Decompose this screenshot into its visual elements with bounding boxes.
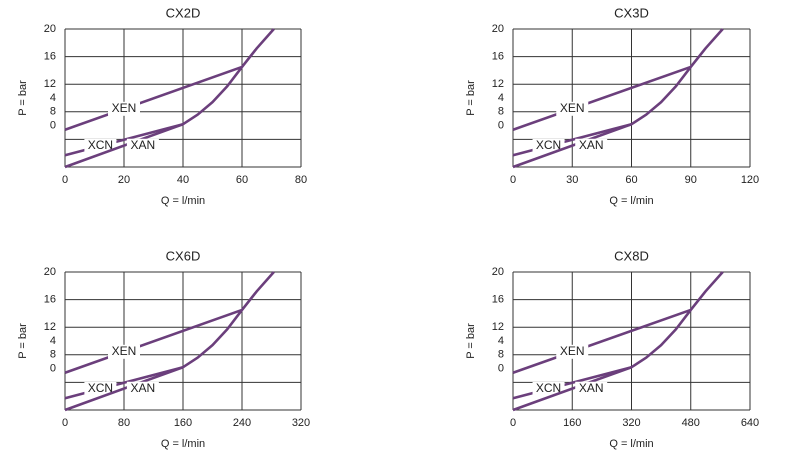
x-axis-label: Q = l/min <box>161 438 205 450</box>
x-tick-label: 0 <box>510 174 516 186</box>
label-bg <box>532 381 565 396</box>
label-bg <box>108 344 140 359</box>
label-bg <box>126 381 159 396</box>
curve-label: XEN <box>112 101 137 115</box>
y-tick-label: 20 <box>492 266 504 278</box>
x-tick-label: 0 <box>62 174 68 186</box>
x-tick-label: 60 <box>625 174 637 186</box>
y-tick-label: 0 <box>50 363 56 375</box>
y-axis-label: P = bar <box>465 323 477 359</box>
y-tick-label: 16 <box>44 51 56 63</box>
x-tick-label: 80 <box>118 417 130 429</box>
y-tick-label: 8 <box>498 349 504 361</box>
x-tick-label: 240 <box>233 417 251 429</box>
x-tick-label: 90 <box>685 174 697 186</box>
y-tick-label: 0 <box>498 120 504 132</box>
y-axis-label: P = bar <box>17 323 29 359</box>
y-tick-label: 0 <box>498 363 504 375</box>
y-tick-label: 4 <box>50 92 56 104</box>
y-tick-label: 12 <box>44 78 56 90</box>
y-tick-label: 8 <box>50 106 56 118</box>
curve-label: XAN <box>131 138 156 152</box>
x-tick-label: 30 <box>566 174 578 186</box>
label-bg <box>532 138 565 153</box>
curve-label: XCN <box>88 138 113 152</box>
label-bg <box>575 138 608 153</box>
y-tick-label: 0 <box>50 120 56 132</box>
x-tick-label: 0 <box>62 417 68 429</box>
chart-title: CX3D <box>614 5 649 20</box>
x-tick-label: 80 <box>295 174 307 186</box>
y-tick-label: 20 <box>44 23 56 35</box>
x-tick-label: 320 <box>622 417 640 429</box>
y-axis-label: P = bar <box>465 80 477 116</box>
curve <box>512 271 724 412</box>
y-tick-label: 4 <box>498 92 504 104</box>
x-tick-label: 0 <box>510 417 516 429</box>
x-tick-label: 20 <box>118 174 130 186</box>
label-bg <box>575 381 608 396</box>
curve-label: XCN <box>536 138 561 152</box>
y-tick-label: 8 <box>50 349 56 361</box>
curve-label: XEN <box>560 344 585 358</box>
x-tick-label: 120 <box>741 174 759 186</box>
y-axis-label: P = bar <box>17 80 29 116</box>
curve-label: XAN <box>579 381 604 395</box>
curve-label: XEN <box>560 101 585 115</box>
x-axis-label: Q = l/min <box>609 438 653 450</box>
y-tick-label: 16 <box>492 51 504 63</box>
curve <box>512 65 692 131</box>
curve <box>512 308 692 374</box>
chart-title: CX8D <box>614 248 649 263</box>
y-tick-label: 12 <box>44 321 56 333</box>
curve-label: XCN <box>536 381 561 395</box>
y-tick-label: 16 <box>44 294 56 306</box>
curve-label: XAN <box>579 138 604 152</box>
curve <box>64 271 275 412</box>
x-tick-label: 60 <box>236 174 248 186</box>
x-tick-label: 320 <box>292 417 310 429</box>
y-tick-label: 20 <box>44 266 56 278</box>
curve <box>512 28 724 169</box>
x-axis-label: Q = l/min <box>161 195 205 207</box>
label-bg <box>556 101 589 116</box>
label-bg <box>84 381 117 396</box>
curve <box>64 308 243 374</box>
y-tick-label: 20 <box>492 23 504 35</box>
curve-label: XAN <box>131 381 156 395</box>
curve <box>64 28 275 169</box>
x-tick-label: 160 <box>563 417 581 429</box>
x-tick-label: 40 <box>177 174 189 186</box>
y-tick-label: 4 <box>50 335 56 347</box>
curve <box>64 65 243 131</box>
label-bg <box>556 344 589 359</box>
chart-title: CX2D <box>166 5 201 20</box>
x-tick-label: 640 <box>741 417 759 429</box>
x-axis-label: Q = l/min <box>609 195 653 207</box>
chart-title: CX6D <box>166 248 201 263</box>
curve-label: XEN <box>112 344 137 358</box>
label-bg <box>126 138 159 153</box>
x-tick-label: 160 <box>174 417 192 429</box>
y-tick-label: 8 <box>498 106 504 118</box>
y-tick-label: 12 <box>492 321 504 333</box>
y-tick-label: 4 <box>498 335 504 347</box>
label-bg <box>84 138 117 153</box>
y-tick-label: 12 <box>492 78 504 90</box>
y-tick-label: 16 <box>492 294 504 306</box>
label-bg <box>108 101 140 116</box>
curve-label: XCN <box>88 381 113 395</box>
x-tick-label: 480 <box>682 417 700 429</box>
